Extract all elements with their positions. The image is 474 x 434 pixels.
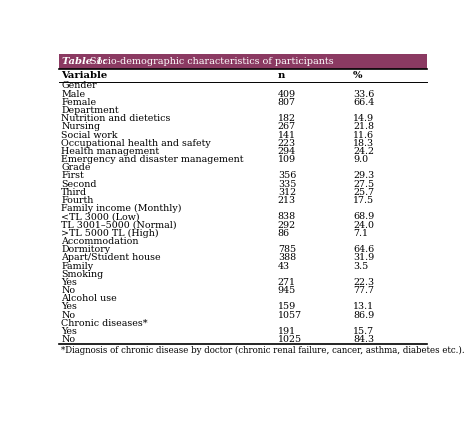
Text: 24.0: 24.0	[353, 220, 374, 230]
Text: n: n	[278, 71, 285, 80]
Text: 388: 388	[278, 253, 296, 262]
Text: 267: 267	[278, 122, 296, 132]
Text: 7.1: 7.1	[353, 229, 368, 238]
Text: 356: 356	[278, 171, 296, 181]
Text: Yes: Yes	[61, 327, 77, 336]
Text: Family: Family	[61, 262, 93, 270]
Text: Nutrition and dietetics: Nutrition and dietetics	[61, 114, 171, 123]
Text: 86.9: 86.9	[353, 311, 374, 320]
Text: 27.5: 27.5	[353, 180, 374, 189]
Text: 15.7: 15.7	[353, 327, 374, 336]
Text: >TL 5000 TL (High): >TL 5000 TL (High)	[61, 229, 159, 238]
Text: 84.3: 84.3	[353, 335, 374, 344]
Text: Social work: Social work	[61, 131, 118, 140]
Text: 77.7: 77.7	[353, 286, 374, 295]
Text: Gender: Gender	[61, 82, 97, 90]
Text: 31.9: 31.9	[353, 253, 374, 262]
Text: 33.6: 33.6	[353, 89, 374, 99]
Text: Accommodation: Accommodation	[61, 237, 138, 246]
Text: Third: Third	[61, 188, 87, 197]
Text: Department: Department	[61, 106, 118, 115]
Text: 785: 785	[278, 245, 296, 254]
Text: Variable: Variable	[61, 71, 107, 80]
Text: 213: 213	[278, 196, 296, 205]
Text: Smoking: Smoking	[61, 270, 103, 279]
Text: Socio-demographic characteristics of participants: Socio-demographic characteristics of par…	[87, 57, 333, 66]
Text: Fourth: Fourth	[61, 196, 93, 205]
Text: Occupational health and safety: Occupational health and safety	[61, 139, 211, 148]
Text: Apart/Student house: Apart/Student house	[61, 253, 161, 262]
Text: 294: 294	[278, 147, 296, 156]
Text: 43: 43	[278, 262, 290, 270]
Text: 945: 945	[278, 286, 296, 295]
Text: 14.9: 14.9	[353, 114, 374, 123]
Text: 29.3: 29.3	[353, 171, 374, 181]
Text: 159: 159	[278, 302, 296, 312]
Text: No: No	[61, 286, 75, 295]
Text: Nursing: Nursing	[61, 122, 100, 132]
Text: *Diagnosis of chronic disease by doctor (chronic renal failure, cancer, asthma, : *Diagnosis of chronic disease by doctor …	[61, 346, 465, 355]
Text: 25.7: 25.7	[353, 188, 374, 197]
Text: Yes: Yes	[61, 278, 77, 287]
Text: 21.8: 21.8	[353, 122, 374, 132]
Text: 109: 109	[278, 155, 296, 164]
Text: 807: 807	[278, 98, 296, 107]
Text: 17.5: 17.5	[353, 196, 374, 205]
Text: 68.9: 68.9	[353, 212, 374, 221]
Text: No: No	[61, 311, 75, 320]
Text: 335: 335	[278, 180, 296, 189]
Text: 64.6: 64.6	[353, 245, 374, 254]
Text: 182: 182	[278, 114, 296, 123]
Text: 292: 292	[278, 220, 296, 230]
Text: 223: 223	[278, 139, 296, 148]
Text: 9.0: 9.0	[353, 155, 368, 164]
Text: 86: 86	[278, 229, 290, 238]
Text: Health management: Health management	[61, 147, 159, 156]
Text: Second: Second	[61, 180, 97, 189]
Text: <TL 3000 (Low): <TL 3000 (Low)	[61, 212, 140, 221]
Text: 66.4: 66.4	[353, 98, 374, 107]
Text: Family income (Monthly): Family income (Monthly)	[61, 204, 182, 213]
Text: 24.2: 24.2	[353, 147, 374, 156]
Text: TL 3001–5000 (Normal): TL 3001–5000 (Normal)	[61, 220, 177, 230]
Bar	[59, 54, 427, 69]
Text: 141: 141	[278, 131, 296, 140]
Text: 1057: 1057	[278, 311, 302, 320]
Text: 409: 409	[278, 89, 296, 99]
Text: 18.3: 18.3	[353, 139, 374, 148]
Text: Chronic diseases*: Chronic diseases*	[61, 319, 148, 328]
Text: 1025: 1025	[278, 335, 302, 344]
Text: 838: 838	[278, 212, 296, 221]
Text: Table 1:: Table 1:	[62, 57, 107, 66]
Text: First: First	[61, 171, 84, 181]
Text: 312: 312	[278, 188, 296, 197]
Text: Dormitory: Dormitory	[61, 245, 110, 254]
Text: %: %	[353, 71, 363, 80]
Text: 191: 191	[278, 327, 296, 336]
Text: Male: Male	[61, 89, 85, 99]
Text: Yes: Yes	[61, 302, 77, 312]
Text: 13.1: 13.1	[353, 302, 374, 312]
Text: 3.5: 3.5	[353, 262, 368, 270]
Text: Grade: Grade	[61, 163, 91, 172]
Text: 11.6: 11.6	[353, 131, 374, 140]
Text: 271: 271	[278, 278, 296, 287]
Text: Female: Female	[61, 98, 96, 107]
Text: Emergency and disaster management: Emergency and disaster management	[61, 155, 244, 164]
Text: Alcohol use: Alcohol use	[61, 294, 117, 303]
Text: 22.3: 22.3	[353, 278, 374, 287]
Text: No: No	[61, 335, 75, 344]
